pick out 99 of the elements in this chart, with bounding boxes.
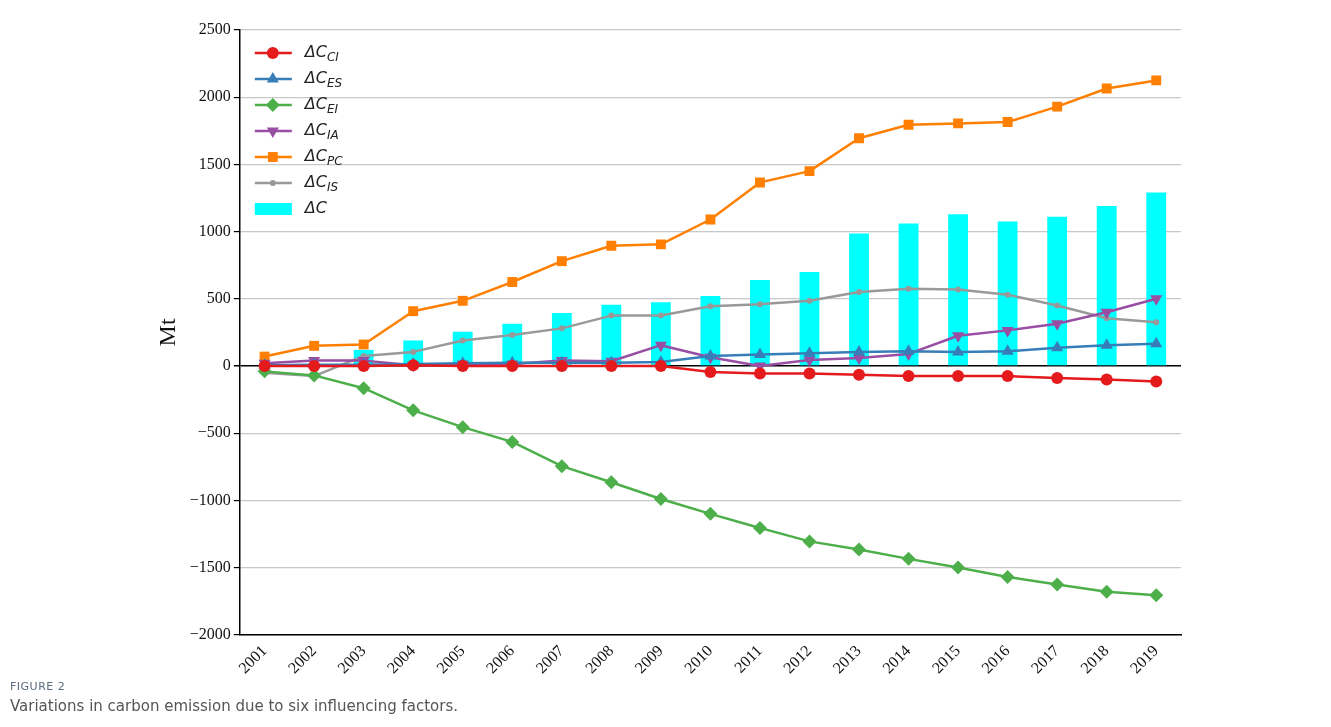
point [358,339,369,350]
bar [1146,192,1167,366]
point [854,133,864,144]
y-tick-label: −2000 [189,625,231,642]
point [752,520,767,535]
y-tick-label: 1000 [198,221,231,239]
point [905,285,912,292]
point [556,256,567,267]
point [902,370,915,383]
y-tick-label: −1000 [189,490,231,508]
bar [997,221,1018,366]
point [1001,344,1014,355]
point [1150,295,1163,306]
point [1051,340,1064,352]
point [408,306,419,317]
point [653,492,668,507]
point [555,360,568,372]
caption: FIGURE 2 [10,680,66,693]
point [1151,75,1162,86]
bar [948,214,968,366]
point [707,303,714,310]
point [853,368,866,381]
point [704,366,717,379]
point [356,381,371,396]
point [1052,101,1063,112]
point [951,560,966,575]
point [753,347,767,359]
y-tick-label: 2500 [198,20,231,38]
point [803,356,816,367]
point [955,286,962,293]
point [803,346,816,357]
point [1100,373,1113,386]
point [1099,584,1114,599]
point [903,119,914,130]
point [655,239,666,250]
point [953,118,964,129]
point [852,542,867,557]
bar [1047,216,1068,366]
text: Variations in carbon emission due to six influencing factors. [10,697,458,715]
point [1101,83,1112,94]
point [952,370,965,383]
point [455,420,470,435]
point [406,403,421,418]
point [509,332,516,339]
point [902,344,915,355]
point [1000,570,1015,585]
bar [1096,206,1117,366]
point [457,295,468,306]
bar [849,233,869,366]
point [654,341,667,353]
legend-label: ΔC [302,198,328,218]
point [852,344,866,356]
point [654,360,667,372]
point [459,337,466,344]
point [705,214,716,225]
bar [898,223,919,366]
point [554,459,569,474]
point [604,475,619,490]
point [856,289,863,296]
point [1149,588,1164,603]
point [657,312,664,319]
point [505,434,520,449]
point [1150,336,1163,348]
point [1004,291,1011,298]
point [1001,370,1014,383]
y-tick-label: −500 [197,423,231,441]
point [1153,319,1160,326]
x-tick-label: 2011 [730,641,766,676]
point [1001,326,1014,338]
point [558,325,565,332]
point [804,166,815,177]
point [753,367,766,380]
point [1150,375,1163,388]
point [1050,577,1065,592]
point [1100,338,1113,349]
y-tick-label: −1500 [189,557,231,575]
point [802,534,817,549]
point [756,301,763,308]
point [1051,372,1064,385]
y-tick-label: 1500 [198,154,231,172]
point [901,551,916,566]
y-tick-label: 500 [206,289,231,306]
point [803,367,816,380]
point [507,277,518,287]
point [952,344,965,356]
point [606,240,617,251]
point [952,332,965,343]
point [608,312,615,319]
y-axis-title: Mt [153,318,180,347]
y-tick-label: 0 [222,356,231,374]
point [309,340,320,351]
y-tick-label: 2000 [198,87,231,105]
point [1100,308,1113,320]
point [703,506,718,521]
point [1054,302,1061,309]
point [755,177,765,188]
point [1051,320,1064,331]
point [806,297,813,304]
point [1002,117,1013,128]
